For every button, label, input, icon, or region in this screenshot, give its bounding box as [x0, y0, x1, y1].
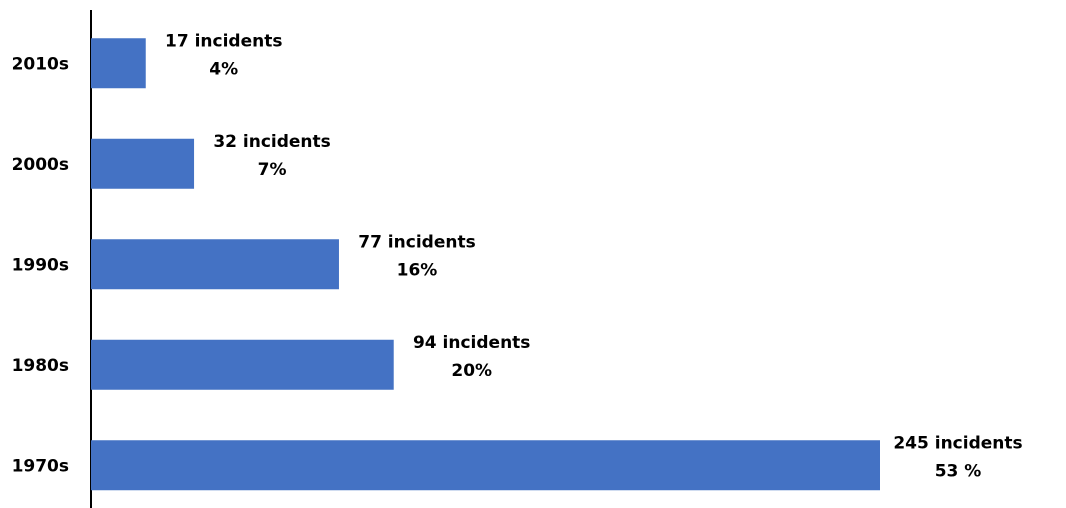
bar-1970s: [91, 440, 880, 491]
category-label: 2010s: [12, 54, 69, 74]
data-label-percent: 7%: [258, 160, 287, 180]
category-label: 1970s: [12, 456, 69, 476]
data-label-count: 94 incidents: [413, 333, 530, 353]
data-label-percent: 16%: [397, 260, 438, 280]
data-label-count: 77 incidents: [358, 232, 475, 252]
data-label-percent: 20%: [451, 361, 492, 381]
bar-1990s: [91, 239, 339, 290]
bar-1980s: [91, 339, 394, 390]
data-label-count: 245 incidents: [893, 433, 1022, 453]
data-label-count: 32 incidents: [213, 132, 330, 152]
bar-2010s: [91, 38, 146, 89]
category-label: 1990s: [12, 255, 69, 275]
data-label-percent: 53 %: [935, 461, 982, 481]
data-label-count: 17 incidents: [165, 31, 282, 51]
bar-2000s: [91, 138, 195, 189]
category-label: 1980s: [12, 356, 69, 376]
category-label: 2000s: [12, 155, 69, 175]
data-label-percent: 4%: [209, 59, 238, 79]
